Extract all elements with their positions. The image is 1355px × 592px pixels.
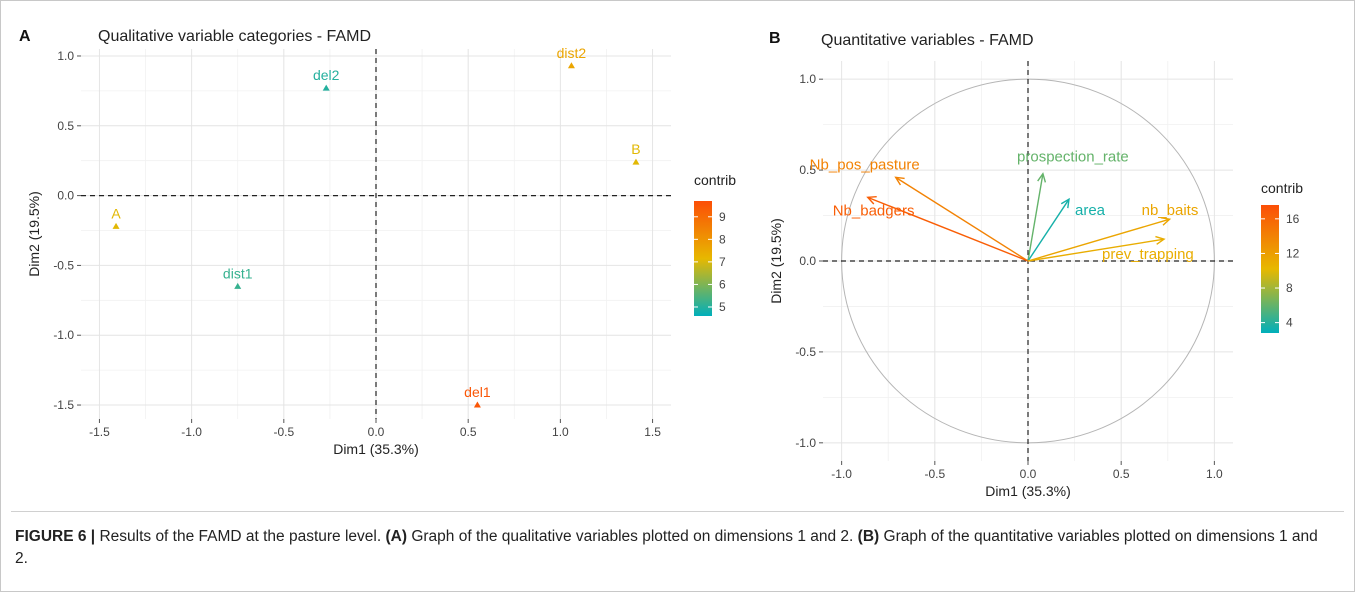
arrow-Nb_pos_pasture	[895, 176, 1029, 262]
caption-panel-a: (A)	[385, 528, 408, 545]
y-axis-label: Dim2 (19.5%)	[26, 191, 42, 277]
colorbar-tick-label: 5	[719, 300, 726, 314]
point-A	[112, 222, 120, 229]
arrowhead-prospection_rate	[1037, 172, 1047, 183]
y-axis-label: Dim2 (19.5%)	[768, 218, 784, 304]
arrow-prev_trapping	[1027, 238, 1165, 262]
y-tick-label: -0.5	[795, 345, 816, 359]
colorbar-tick-label: 4	[1286, 316, 1293, 330]
caption-text-3: Graph of the quantitative variables plot…	[15, 528, 1318, 567]
colorbar-title: contrib	[694, 172, 736, 188]
y-tick-label: 0.0	[799, 254, 816, 268]
x-axis-label: Dim1 (35.3%)	[333, 441, 419, 457]
figure-caption: FIGURE 6 | Results of the FAMD at the pa…	[15, 526, 1335, 570]
point-label-del2: del2	[313, 67, 340, 83]
x-tick-label: 1.0	[552, 425, 569, 439]
colorbar-tick-label: 6	[719, 277, 726, 291]
panel-a: A Qualitative variable categories - FAMD -…	[19, 28, 736, 457]
point-dist1	[234, 282, 242, 289]
caption-panel-b: (B)	[857, 528, 880, 545]
point-label-del1: del1	[464, 384, 491, 400]
arrow-label-prev_trapping: prev_trapping	[1102, 246, 1194, 263]
caption-divider	[11, 511, 1344, 512]
x-tick-label: 0.0	[368, 425, 385, 439]
caption-text-1: Results of the FAMD at the pasture level…	[95, 528, 386, 545]
arrowhead-area	[1060, 197, 1070, 209]
arrow-label-Nb_pos_pasture: Nb_pos_pasture	[810, 156, 920, 173]
arrow-area	[1027, 198, 1070, 262]
colorbar-tick-label: 8	[1286, 281, 1293, 295]
arrow-prospection_rate	[1027, 173, 1044, 262]
x-tick-label: 0.5	[460, 425, 477, 439]
caption-label: FIGURE 6 |	[15, 528, 96, 545]
point-del1	[473, 401, 481, 408]
y-tick-label: -1.5	[53, 398, 74, 412]
arrow-nb_baits	[1027, 218, 1170, 262]
point-label-B: B	[631, 141, 640, 157]
arrow-label-area: area	[1075, 202, 1106, 219]
colorbar-bar	[694, 201, 712, 316]
x-tick-label: 1.5	[644, 425, 661, 439]
x-tick-label: 0.0	[1020, 467, 1037, 481]
y-tick-label: -0.5	[53, 258, 74, 272]
x-tick-label: -0.5	[273, 425, 294, 439]
x-tick-label: -0.5	[924, 467, 945, 481]
plot-title: Quantitative variables - FAMD	[821, 32, 1034, 49]
arrowhead-Nb_badgers	[866, 196, 877, 205]
arrow-label-Nb_badgers: Nb_badgers	[833, 202, 915, 219]
point-label-A: A	[111, 205, 121, 221]
point-del2	[322, 84, 330, 91]
point-dist2	[567, 62, 575, 69]
colorbar-tick-label: 9	[719, 210, 726, 224]
panel-letter: A	[19, 28, 31, 45]
y-tick-label: -1.0	[795, 436, 816, 450]
arrowhead-Nb_pos_pasture	[894, 176, 905, 186]
x-tick-label: 0.5	[1113, 467, 1130, 481]
colorbar-tick-label: 7	[719, 255, 726, 269]
arrowhead-nb_baits	[1160, 217, 1172, 226]
point-label-dist2: dist2	[557, 45, 587, 61]
x-tick-label: -1.0	[831, 467, 852, 481]
point-B	[632, 158, 640, 165]
y-tick-label: -1.0	[53, 328, 74, 342]
arrow-label-nb_baits: nb_baits	[1142, 202, 1199, 219]
x-axis-label: Dim1 (35.3%)	[985, 483, 1071, 499]
y-tick-label: 1.0	[57, 49, 74, 63]
y-tick-label: 0.5	[799, 163, 816, 177]
colorbar-tick-label: 16	[1286, 212, 1300, 226]
caption-text-2: Graph of the qualitative variables plott…	[407, 528, 858, 545]
point-label-dist1: dist1	[223, 265, 253, 281]
arrow-Nb_badgers	[867, 196, 1029, 262]
arrowhead-prev_trapping	[1155, 235, 1166, 245]
x-tick-label: 1.0	[1206, 467, 1223, 481]
x-tick-label: -1.5	[89, 425, 110, 439]
colorbar-tick-label: 8	[719, 232, 726, 246]
figure-charts: A Qualitative variable categories - FAMD -…	[19, 28, 1303, 499]
colorbar-tick-label: 12	[1286, 246, 1300, 260]
colorbar-title: contrib	[1261, 180, 1303, 196]
plot-title: Qualitative variable categories - FAMD	[98, 28, 371, 45]
x-tick-label: -1.0	[181, 425, 202, 439]
y-tick-label: 1.0	[799, 72, 816, 86]
panel-b: B Quantitative variables - FAMD -1.0 -0.5 0.…	[768, 30, 1303, 499]
colorbar-bar	[1261, 205, 1279, 333]
y-tick-label: 0.5	[57, 119, 74, 133]
arrow-label-prospection_rate: prospection_rate	[1017, 149, 1129, 166]
panel-letter: B	[769, 30, 781, 47]
y-tick-label: 0.0	[57, 189, 74, 203]
